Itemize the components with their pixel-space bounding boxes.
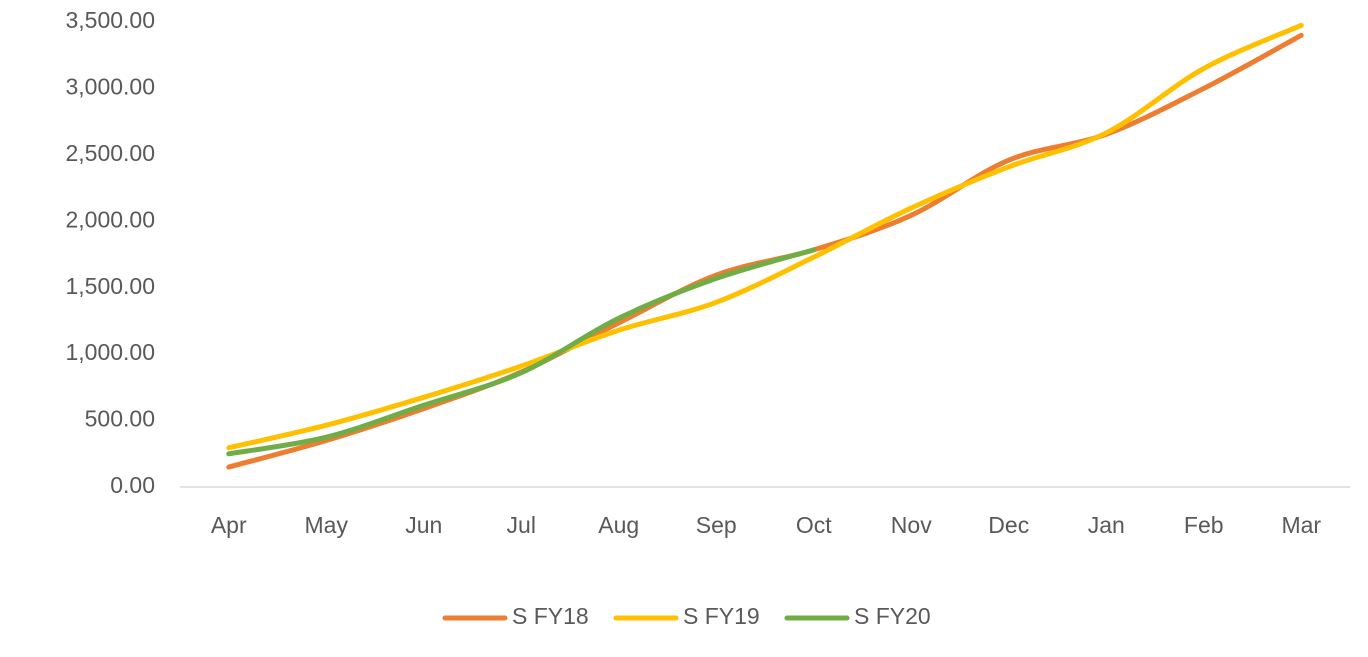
x-tick-label: Jun [405, 512, 442, 538]
series-line [226, 32, 1304, 470]
y-tick-label: 1,000.00 [65, 339, 155, 365]
series-line [226, 247, 817, 457]
x-tick-label: Jan [1088, 512, 1125, 538]
legend-label: S FY20 [854, 603, 931, 629]
y-tick-label: 3,000.00 [65, 74, 155, 100]
legend-label: S FY18 [512, 603, 589, 629]
series-line [226, 22, 1304, 451]
x-tick-label: Jul [507, 512, 536, 538]
x-tick-label: Nov [891, 512, 932, 538]
y-tick-label: 2,500.00 [65, 140, 155, 166]
legend-label: S FY19 [683, 603, 760, 629]
x-tick-label: Feb [1184, 512, 1224, 538]
x-tick-label: Oct [796, 512, 832, 538]
y-tick-label: 3,500.00 [65, 7, 155, 33]
x-tick-label: Dec [988, 512, 1029, 538]
x-tick-label: Sep [696, 512, 737, 538]
y-tick-label: 500.00 [85, 406, 155, 432]
x-tick-label: May [305, 512, 349, 538]
y-tick-label: 0.00 [110, 472, 155, 498]
y-tick-label: 2,000.00 [65, 206, 155, 232]
x-tick-label: Mar [1281, 512, 1321, 538]
x-tick-label: Aug [598, 512, 639, 538]
y-tick-label: 1,500.00 [65, 273, 155, 299]
x-tick-label: Apr [211, 512, 247, 538]
